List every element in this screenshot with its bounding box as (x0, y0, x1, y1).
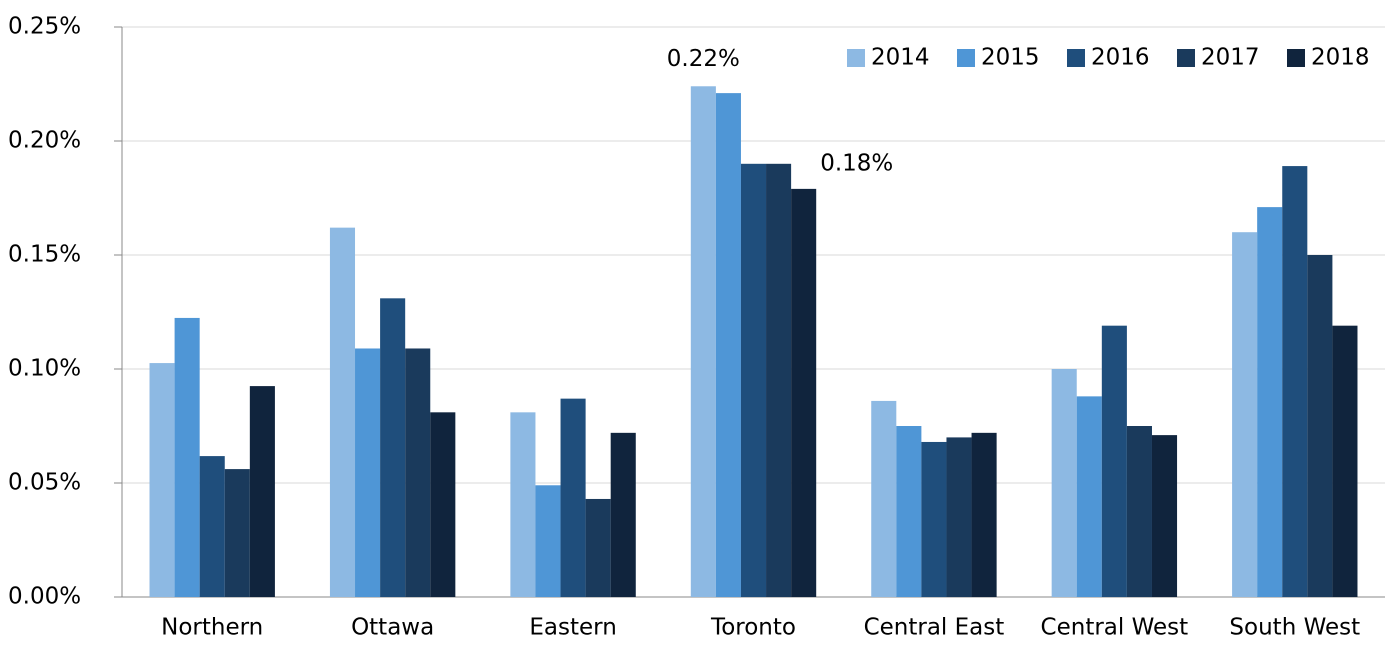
bar (946, 437, 972, 597)
y-tick-label: 0.05% (8, 470, 81, 496)
y-tick-label: 0.15% (8, 242, 81, 268)
bar (535, 485, 561, 597)
x-tick-label: Ottawa (351, 615, 434, 641)
x-tick-label: South West (1229, 615, 1360, 641)
bar (1151, 435, 1178, 597)
bar (249, 386, 275, 597)
y-tick-label: 0.00% (8, 584, 81, 610)
bar (355, 348, 381, 597)
x-tick-label: Eastern (529, 615, 616, 641)
legend-swatch (1287, 49, 1305, 67)
bar (380, 298, 406, 597)
legend-label: 2017 (1201, 45, 1260, 71)
bar (871, 400, 897, 597)
bar (174, 317, 200, 597)
bar (199, 456, 225, 597)
bar (149, 363, 175, 597)
bar (690, 86, 716, 597)
data-label: 0.18% (820, 150, 893, 176)
legend-swatch (847, 49, 865, 67)
x-tick-label: Central West (1041, 615, 1189, 641)
bar (430, 412, 456, 597)
legend-label: 2018 (1311, 45, 1370, 71)
bar (610, 432, 636, 597)
bar (1076, 396, 1102, 597)
bar (510, 412, 536, 597)
bar (791, 188, 817, 597)
bar (715, 93, 741, 598)
data-label: 0.22% (667, 46, 740, 72)
legend-swatch (957, 49, 975, 67)
y-tick-label: 0.10% (8, 356, 81, 382)
bar (766, 163, 792, 598)
bar (1232, 232, 1258, 597)
bar (1101, 325, 1127, 597)
bar (1126, 426, 1152, 597)
x-tick-label: Northern (161, 615, 263, 641)
x-tick-label: Central East (864, 615, 1005, 641)
bar (585, 498, 611, 597)
legend-swatch (1067, 49, 1085, 67)
legend-label: 2016 (1091, 45, 1150, 71)
bar (329, 227, 356, 597)
bar (1332, 325, 1358, 597)
bar (405, 348, 431, 597)
y-tick-label: 0.20% (8, 128, 81, 154)
y-tick-label: 0.25% (8, 14, 81, 40)
bar (1257, 207, 1283, 597)
legend-label: 2015 (981, 45, 1040, 71)
bar (921, 441, 947, 597)
bar (740, 163, 767, 598)
bar (1282, 166, 1308, 597)
bar (560, 398, 586, 597)
bar (224, 469, 250, 597)
bar (1307, 255, 1333, 597)
x-tick-label: Toronto (710, 615, 796, 641)
bar (1051, 369, 1077, 597)
legend-swatch (1177, 49, 1195, 67)
bar (971, 432, 997, 597)
legend-label: 2014 (871, 45, 930, 71)
bar (896, 426, 922, 597)
